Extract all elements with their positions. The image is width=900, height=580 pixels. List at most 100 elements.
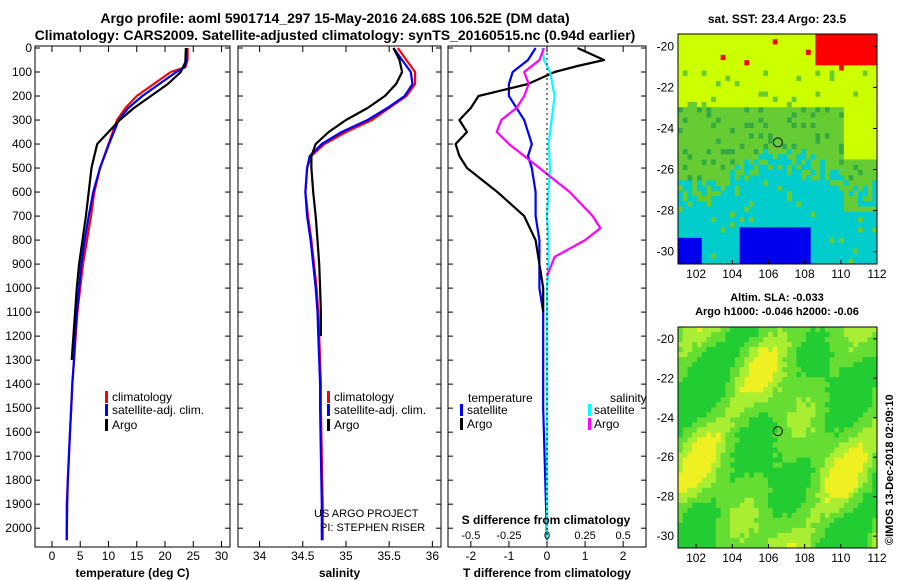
map-cell [730,477,736,484]
map-cell [749,392,755,398]
map-cell [715,427,722,433]
map-cell [872,372,878,378]
map-cell [829,159,835,166]
map-cell [725,44,731,51]
y-tick-label: 1800 [5,473,32,487]
map-cell [753,44,759,51]
map-cell [810,81,816,87]
map-cell [829,462,835,469]
map-cell [839,372,845,378]
map-cell [777,487,783,494]
map-cell [853,232,859,239]
map-cell [744,507,750,514]
map-cell [858,472,864,479]
map-cell [763,517,769,524]
map-cell [843,101,849,108]
legend-swatch [460,404,463,416]
map-cell [848,332,854,338]
map-cell [711,216,717,223]
map-cell [678,437,684,443]
map-cell [730,452,736,458]
map-cell [772,427,778,433]
map-cell [720,149,726,155]
map-cell [843,154,849,160]
map-cell [701,248,707,254]
map-cell [696,107,703,113]
map-cell [682,138,688,145]
x-tick-label: 108 [795,551,815,565]
map-cell [715,258,722,265]
map-cell [858,70,864,77]
map-cell [715,180,722,186]
map-cell [805,86,812,92]
map-cell [824,243,831,249]
map-cell [782,227,788,234]
map-cell [725,462,731,469]
map-cell [834,180,840,186]
map-cell [692,402,698,408]
map-cell [791,377,797,383]
map-cell [711,81,717,87]
map-cell [829,133,835,139]
map-cell [715,138,722,145]
map-cell [744,487,750,494]
map-cell [843,70,849,77]
map-cell [791,44,797,51]
map-cell [753,462,759,469]
map-cell [791,164,797,171]
map-cell [858,517,864,524]
map-cell [730,206,736,213]
map-cell [777,216,783,223]
map-cell [824,502,831,509]
map-cell [768,332,774,338]
map-cell [782,382,788,388]
map-cell [858,492,864,499]
map-cell [701,327,707,333]
map-cell [853,112,859,119]
map-cell [682,258,688,265]
map-cell [801,117,807,124]
map-cell [734,258,740,265]
map-cell [858,222,864,228]
map-cell [763,149,769,155]
map-cell [834,211,840,218]
map-cell [701,253,707,260]
map-cell [777,227,783,234]
map-cell [696,387,703,393]
map-cell [768,447,774,453]
map-cell [777,60,783,66]
legend-label: satellite [467,403,508,417]
map-cell [763,462,769,469]
map-cell [872,402,878,408]
map-cell [805,472,812,479]
map-cell [858,367,864,373]
map-cell [872,527,878,534]
map-cell [801,253,807,260]
map-cell [820,164,826,171]
map-cell [758,133,764,139]
map-cell [753,407,759,413]
map-cell [834,122,840,129]
map-cell [843,243,849,249]
map-cell [853,201,859,207]
map-cell [796,437,802,443]
map-cell [801,372,807,378]
map-cell [872,232,878,239]
map-cell [853,138,859,145]
map-cell [768,180,774,186]
map-cell [791,432,797,438]
map-cell [725,107,731,113]
map-cell [805,327,812,333]
map-cell [820,427,826,433]
map-cell [786,159,793,166]
map-cell [862,96,868,103]
map-cell [824,222,831,228]
map-cell [711,422,717,428]
map-cell [711,397,717,403]
map-cell [711,452,717,458]
map-cell [848,34,854,40]
map-cell [744,412,750,418]
map-cell [796,337,802,343]
map-cell [853,367,859,373]
map-cell [749,185,755,192]
